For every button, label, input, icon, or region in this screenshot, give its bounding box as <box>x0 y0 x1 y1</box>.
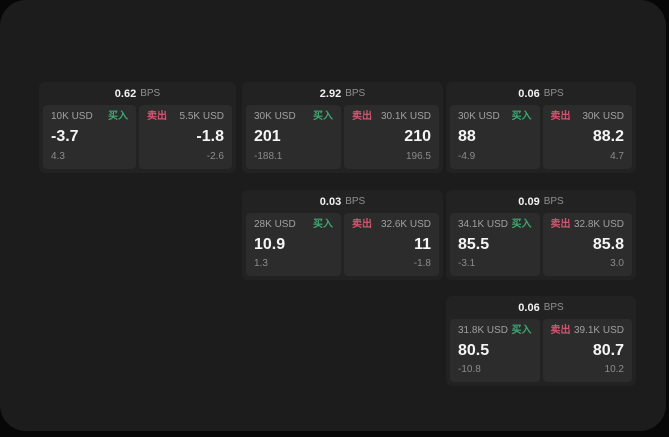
bps-unit-label: BPS <box>543 302 564 313</box>
sell-amount: 30K USD <box>582 111 624 122</box>
buy-label: 买入 <box>313 219 333 230</box>
card-body: 28K USD 买入 10.9 1.3 卖出 32.6K USD 11 -1.8 <box>242 213 443 280</box>
quote-card: 0.06 BPS 30K USD 买入 88 -4.9 卖出 30K USD 8… <box>446 82 636 173</box>
sell-label: 卖出 <box>550 219 571 230</box>
quote-card: 0.06 BPS 31.8K USD 买入 80.5 -10.8 卖出 39.1… <box>446 296 636 386</box>
buy-label: 买入 <box>511 325 532 336</box>
card-body: 30K USD 买入 88 -4.9 卖出 30K USD 88.2 4.7 <box>446 105 636 173</box>
sell-sub-value: -2.6 <box>206 151 224 162</box>
buy-price: 88 <box>458 128 476 145</box>
sell-price: -1.8 <box>196 128 224 145</box>
card-body: 31.8K USD 买入 80.5 -10.8 卖出 39.1K USD 80.… <box>446 319 636 386</box>
sell-panel[interactable]: 卖出 39.1K USD 80.7 10.2 <box>542 319 632 382</box>
sell-price: 210 <box>404 128 431 145</box>
buy-label: 买入 <box>108 111 128 122</box>
quote-card: 0.09 BPS 34.1K USD 买入 85.5 -3.1 卖出 32.8K… <box>446 190 636 280</box>
sell-amount: 32.8K USD <box>573 219 624 230</box>
sell-sub-value: -1.8 <box>413 258 431 269</box>
quote-card: 0.03 BPS 28K USD 买入 10.9 1.3 卖出 32.6K US… <box>242 190 443 280</box>
sell-panel[interactable]: 卖出 30.1K USD 210 196.5 <box>344 105 439 169</box>
buy-panel[interactable]: 10K USD 买入 -3.7 4.3 <box>43 105 136 169</box>
card-header: 0.06 BPS <box>446 82 636 105</box>
card-body: 10K USD 买入 -3.7 4.3 卖出 5.5K USD -1.8 -2.… <box>39 105 236 173</box>
sell-price: 85.8 <box>592 235 624 253</box>
sell-label: 卖出 <box>352 111 372 122</box>
sell-panel[interactable]: 卖出 32.6K USD 11 -1.8 <box>344 213 439 276</box>
buy-amount: 31.8K USD <box>458 325 509 336</box>
bps-value: 0.06 <box>518 301 540 314</box>
buy-label: 买入 <box>511 111 532 122</box>
buy-panel[interactable]: 28K USD 买入 10.9 1.3 <box>246 213 341 276</box>
bps-unit-label: BPS <box>345 88 366 99</box>
sell-label: 卖出 <box>147 111 167 122</box>
card-header: 0.09 BPS <box>446 190 636 213</box>
buy-price: 10.9 <box>254 235 286 253</box>
sell-sub-value: 3.0 <box>610 258 624 269</box>
card-body: 30K USD 买入 201 -188.1 卖出 30.1K USD 210 1… <box>242 105 443 173</box>
card-header: 0.62 BPS <box>39 82 236 105</box>
buy-sub-value: -10.8 <box>458 364 481 375</box>
card-header: 0.03 BPS <box>242 190 443 213</box>
sell-label: 卖出 <box>352 219 372 230</box>
sell-label: 卖出 <box>550 111 571 122</box>
sell-panel[interactable]: 卖出 30K USD 88.2 4.7 <box>542 105 632 169</box>
bps-unit-label: BPS <box>140 88 161 99</box>
buy-amount: 30K USD <box>458 111 500 122</box>
buy-amount: 34.1K USD <box>458 219 509 230</box>
sell-panel[interactable]: 卖出 32.8K USD 85.8 3.0 <box>542 213 632 276</box>
buy-sub-value: -4.9 <box>458 151 476 162</box>
sell-price: 80.7 <box>592 341 624 359</box>
buy-sub-value: 4.3 <box>51 151 65 162</box>
buy-panel[interactable]: 30K USD 买入 88 -4.9 <box>450 105 540 169</box>
sell-amount: 30.1K USD <box>380 111 431 122</box>
buy-amount: 28K USD <box>254 219 296 230</box>
card-body: 34.1K USD 买入 85.5 -3.1 卖出 32.8K USD 85.8… <box>446 213 636 280</box>
sell-amount: 39.1K USD <box>573 325 624 336</box>
bps-value: 0.62 <box>114 87 137 100</box>
quote-card: 2.92 BPS 30K USD 买入 201 -188.1 卖出 30.1K … <box>242 82 443 173</box>
sell-amount: 5.5K USD <box>179 111 224 122</box>
bps-value: 0.09 <box>518 195 540 208</box>
buy-label: 买入 <box>313 111 333 122</box>
bps-value: 0.06 <box>518 87 540 100</box>
quote-card: 0.62 BPS 10K USD 买入 -3.7 4.3 卖出 5.5K USD… <box>39 82 236 173</box>
card-header: 0.06 BPS <box>446 296 636 319</box>
buy-amount: 30K USD <box>254 111 296 122</box>
buy-sub-value: -3.1 <box>458 258 476 269</box>
buy-price: 85.5 <box>458 235 490 253</box>
bps-unit-label: BPS <box>345 196 366 207</box>
sell-price: 88.2 <box>592 128 624 145</box>
buy-price: 201 <box>254 128 281 145</box>
sell-label: 卖出 <box>550 325 571 336</box>
bps-value: 2.92 <box>319 87 342 100</box>
sell-amount: 32.6K USD <box>380 219 431 230</box>
buy-sub-value: 1.3 <box>254 258 268 269</box>
buy-label: 买入 <box>511 219 532 230</box>
sell-panel[interactable]: 卖出 5.5K USD -1.8 -2.6 <box>139 105 232 169</box>
buy-price: 80.5 <box>458 341 490 359</box>
bps-unit-label: BPS <box>543 88 564 99</box>
sell-sub-value: 4.7 <box>610 151 624 162</box>
sell-price: 11 <box>414 235 431 253</box>
buy-panel[interactable]: 34.1K USD 买入 85.5 -3.1 <box>450 213 540 276</box>
buy-amount: 10K USD <box>51 111 93 122</box>
sell-sub-value: 196.5 <box>405 151 431 162</box>
sell-sub-value: 10.2 <box>604 364 624 375</box>
bps-value: 0.03 <box>319 195 342 208</box>
buy-price: -3.7 <box>51 128 79 145</box>
bps-unit-label: BPS <box>543 196 564 207</box>
buy-sub-value: -188.1 <box>254 151 283 162</box>
buy-panel[interactable]: 30K USD 买入 201 -188.1 <box>246 105 341 169</box>
card-header: 2.92 BPS <box>242 82 443 105</box>
buy-panel[interactable]: 31.8K USD 买入 80.5 -10.8 <box>450 319 540 382</box>
